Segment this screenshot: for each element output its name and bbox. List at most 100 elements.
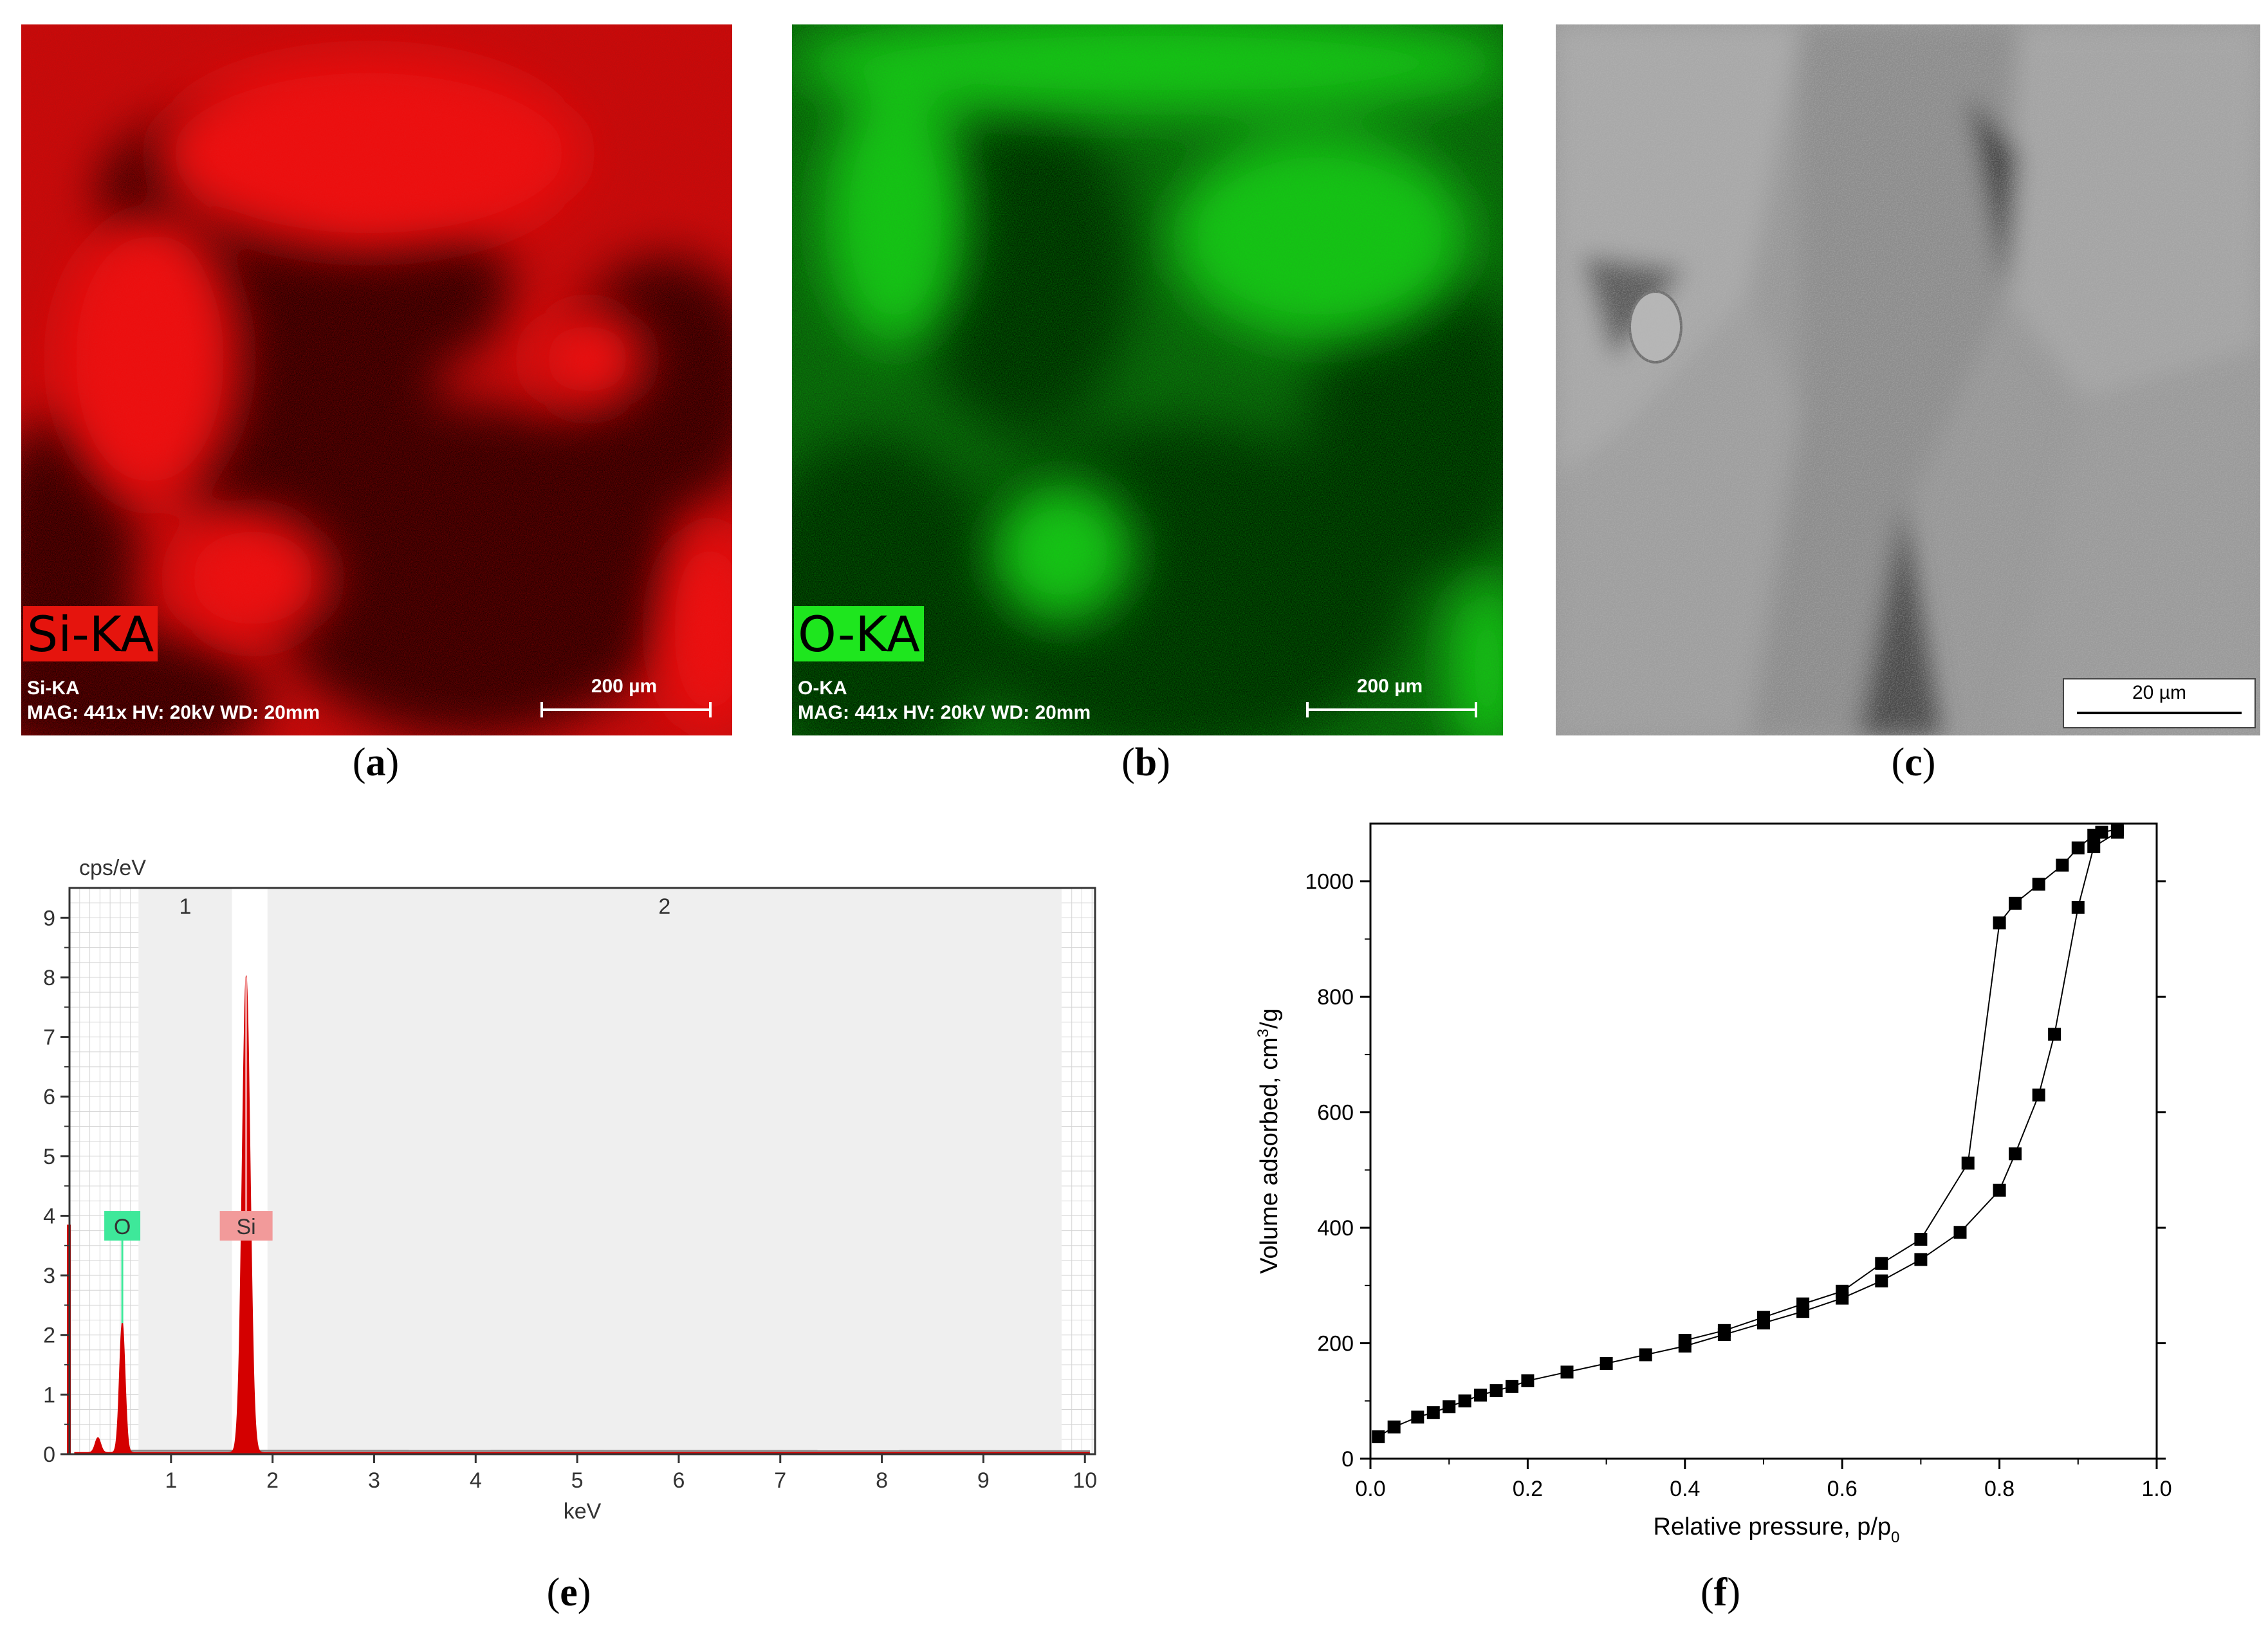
isotherm-data-point: [1458, 1394, 1471, 1408]
eds-x-tick-label: 3: [368, 1468, 380, 1493]
eds-x-tick-label: 8: [876, 1468, 888, 1493]
eds-x-tick-label: 7: [774, 1468, 786, 1493]
isotherm-y-tick-label: 600: [1317, 1101, 1354, 1125]
eds-peak-tag-o: [104, 1211, 141, 1241]
si-ka-scale-bar: [540, 702, 712, 717]
isotherm-data-point: [1387, 1420, 1401, 1434]
isotherm-data-point: [1372, 1430, 1385, 1443]
isotherm-data-point: [2056, 858, 2069, 872]
si-ka-tag: Si-KA: [23, 606, 158, 661]
eds-peak-tag-si: [219, 1211, 273, 1241]
si-ka-map-texture: [21, 24, 732, 735]
isotherm-data-point: [2009, 1147, 2022, 1161]
panel-label-c: (c): [1891, 741, 1936, 784]
isotherm-data-point: [1678, 1334, 1692, 1347]
isotherm-y-tick-label: 800: [1317, 985, 1354, 1010]
isotherm-data-point: [2071, 901, 2085, 914]
isotherm-data-point: [1875, 1274, 1888, 1288]
o-ka-caption-element: O-KA: [798, 678, 847, 699]
isotherm-x-tick-label: 0.8: [1984, 1477, 2014, 1501]
panel-label-e: (e): [546, 1571, 591, 1614]
eds-x-tick-label: 2: [266, 1468, 279, 1493]
eds-peak-label-o: O: [114, 1215, 131, 1239]
panel-label-b: (b): [1121, 741, 1170, 784]
isotherm-data-point: [2087, 828, 2101, 842]
isotherm-x-tick-label: 0.0: [1355, 1477, 1385, 1501]
isotherm-plot-frame: [1369, 822, 2158, 1460]
isotherm-data-point: [1560, 1365, 1574, 1379]
eds-x-tick-label: 10: [1073, 1468, 1097, 1493]
eds-region-label: 2: [658, 894, 670, 919]
eds-y-tick-label: 1: [43, 1383, 55, 1407]
eds-x-tick-label: 1: [165, 1468, 177, 1493]
sem-micrograph-texture: [1556, 24, 2260, 735]
isotherm-data-point: [1961, 1156, 1975, 1170]
sem-micrograph: [1556, 24, 2260, 735]
isotherm-series-line-1: [1378, 831, 2118, 1437]
isotherm-data-point: [2048, 1028, 2061, 1041]
isotherm-data-point: [1993, 1183, 2006, 1197]
eds-spectrum-chart: 1 2 O Si 0 1 2 3 4 5 6 7 8 9 1 2 3 4 5 6 7 8 9 10 cps/eV keV: [43, 856, 1097, 1524]
sem-scale-box: 20 µm: [2063, 678, 2256, 728]
panel-label-f: (f): [1701, 1571, 1740, 1614]
o-ka-scale-label: 200 µm: [1356, 676, 1423, 697]
isotherm-y-axis-label: Volume adsorbed, cm3/g: [1255, 1008, 1283, 1274]
eds-y-tick-label: 4: [43, 1204, 55, 1228]
o-ka-tag: O-KA: [794, 606, 924, 661]
isotherm-data-point: [1600, 1356, 1613, 1370]
isotherm-data-point: [1489, 1384, 1503, 1398]
isotherm-data-point: [1505, 1380, 1518, 1393]
isotherm-data-point: [2032, 1088, 2045, 1102]
isotherm-y-tick-label: 200: [1317, 1332, 1354, 1356]
isotherm-x-tick-label: 0.4: [1670, 1477, 1700, 1501]
isotherm-data-point: [1717, 1324, 1731, 1337]
isotherm-data-point: [1757, 1311, 1770, 1324]
o-ka-map-image: [792, 24, 1503, 735]
isotherm-x-tick-label: 0.2: [1513, 1477, 1543, 1501]
isotherm-data-point: [1914, 1253, 1928, 1266]
eds-x-tick-label: 4: [470, 1468, 482, 1493]
isotherm-chart: 0.0 0.2 0.4 0.6 0.8 1.0 0 200 400 600 800 1000 Relat…: [1255, 822, 2172, 1546]
eds-plot-frame: [68, 887, 1096, 1455]
eds-spectrum-fill: [74, 975, 1091, 1455]
isotherm-y-tick-label: 400: [1317, 1216, 1354, 1241]
eds-background-trace: [130, 1449, 1091, 1452]
eds-y-tick-label: 0: [43, 1443, 55, 1467]
isotherm-data-point: [1639, 1348, 1652, 1362]
eds-peak-label-si: Si: [236, 1215, 255, 1239]
eds-x-tick-label: 9: [977, 1468, 990, 1493]
eds-y-tick-label: 8: [43, 966, 55, 990]
isotherm-data-point: [1953, 1226, 1967, 1239]
isotherm-data-point: [1914, 1233, 1928, 1246]
isotherm-x-tick-label: 1.0: [2141, 1477, 2171, 1501]
eds-region-1: [138, 888, 232, 1454]
si-ka-scale-label: 200 µm: [591, 676, 658, 697]
isotherm-data-point: [2032, 878, 2045, 891]
isotherm-data-point: [1443, 1400, 1456, 1414]
isotherm-x-axis-label: Relative pressure, p/p0: [1654, 1513, 1900, 1546]
isotherm-data-point: [2087, 840, 2101, 853]
eds-y-tick-label: 2: [43, 1324, 55, 1348]
isotherm-data-point: [1875, 1257, 1888, 1270]
isotherm-data-point: [1521, 1374, 1535, 1387]
eds-x-axis-label: keV: [564, 1499, 602, 1524]
si-ka-caption-acquisition: MAG: 441x HV: 20kV WD: 20mm: [27, 702, 320, 723]
eds-y-tick-label: 5: [43, 1145, 55, 1169]
si-ka-caption-element: Si-KA: [27, 678, 80, 699]
isotherm-data-point: [2071, 841, 2085, 854]
isotherm-data-point: [1411, 1410, 1424, 1424]
sem-scale-bar: [2077, 712, 2242, 714]
si-ka-map-image: [21, 24, 732, 735]
sem-scale-label: 20 µm: [2132, 682, 2186, 703]
o-ka-map-texture: [792, 24, 1503, 735]
isotherm-data-point: [2009, 896, 2022, 910]
isotherm-data-point: [1426, 1406, 1440, 1419]
isotherm-x-tick-label: 0.6: [1827, 1477, 1858, 1501]
eds-y-axis-label: cps/eV: [79, 856, 146, 880]
eds-y-tick-label: 9: [43, 906, 55, 930]
isotherm-data-point: [1836, 1284, 1849, 1298]
eds-region-2: [267, 888, 1062, 1454]
isotherm-series-line-2: [1684, 829, 2118, 1342]
eds-y-tick-label: 3: [43, 1264, 55, 1288]
eds-y-tick-label: 7: [43, 1026, 55, 1050]
